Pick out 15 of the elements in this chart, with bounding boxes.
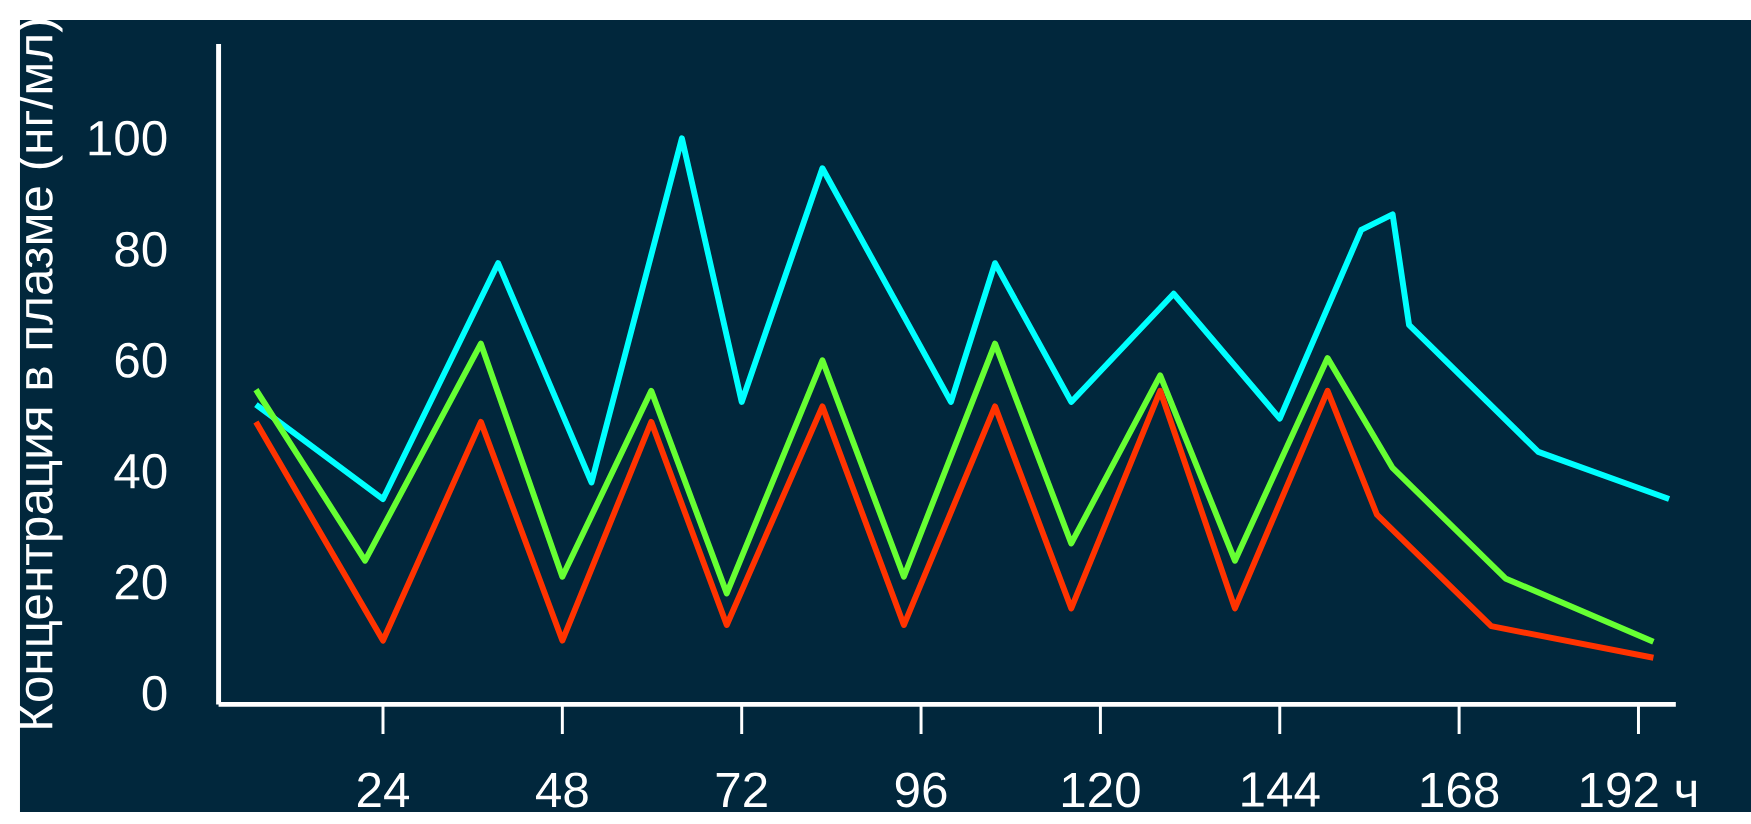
y-tick-label: 60 xyxy=(115,342,167,378)
x-tick-label: 192 ч xyxy=(1581,772,1696,808)
y-tick-label: 100 xyxy=(89,120,167,156)
y-tick-label: 80 xyxy=(115,231,167,267)
y-tick-label: 40 xyxy=(114,453,167,489)
x-tick-label: 144 xyxy=(1242,772,1320,807)
y-tick-label: 0 xyxy=(142,675,167,711)
x-tick-label: 24 xyxy=(357,772,410,808)
x-tick-label: 72 xyxy=(716,772,767,808)
x-tick-label: 48 xyxy=(535,772,588,808)
y-tick-label: 20 xyxy=(115,564,167,600)
y-axis-title: Концентрация в плазме (нг/мл) xyxy=(16,19,63,728)
x-tick-label: 168 xyxy=(1421,772,1499,808)
x-tick-label: 96 xyxy=(895,772,947,808)
x-tick-label: 120 xyxy=(1062,772,1140,808)
